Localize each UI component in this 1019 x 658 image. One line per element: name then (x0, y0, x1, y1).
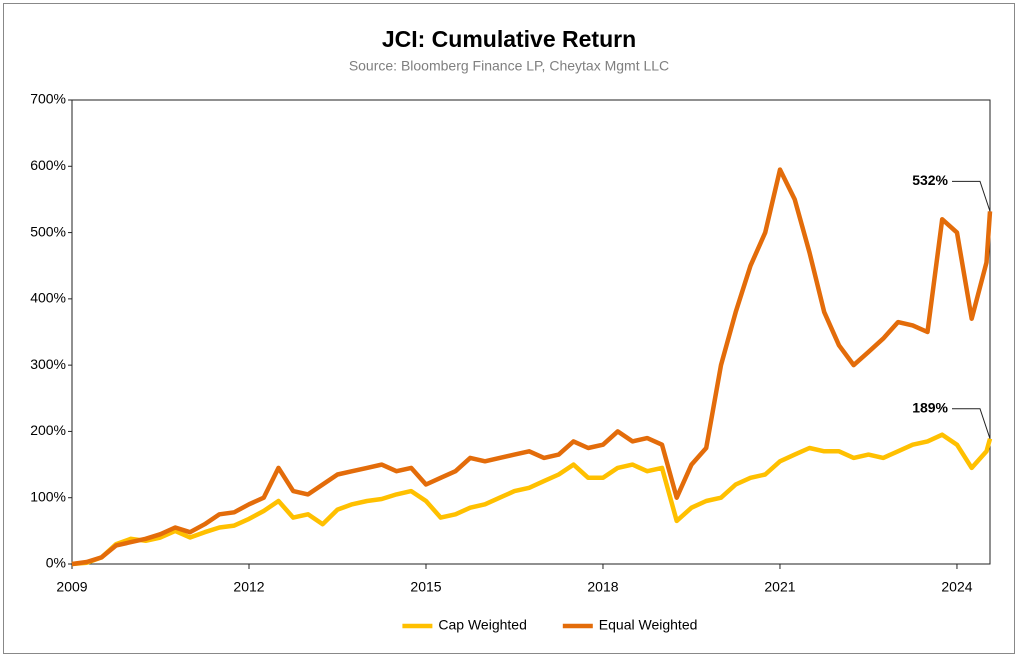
y-tick-label: 0% (46, 555, 66, 571)
label-leader (952, 180, 991, 212)
x-tick-label: 2024 (941, 579, 972, 595)
end-label: 532% (912, 172, 948, 188)
chart-border (3, 3, 1015, 654)
y-tick-label: 100% (30, 488, 66, 504)
chart-subtitle: Source: Bloomberg Finance LP, Cheytax Mg… (349, 58, 669, 74)
x-tick-label: 2009 (56, 579, 87, 595)
y-tick-label: 600% (30, 157, 66, 173)
plot-area (71, 99, 991, 565)
legend-label: Cap Weighted (438, 617, 526, 633)
x-tick-label: 2018 (587, 579, 618, 595)
y-tick-label: 300% (30, 356, 66, 372)
label-leader (952, 408, 991, 439)
chart-title: JCI: Cumulative Return (382, 26, 636, 52)
x-tick-label: 2012 (233, 579, 264, 595)
series-line (71, 167, 993, 567)
y-tick-label: 700% (30, 91, 66, 107)
y-tick-label: 200% (30, 422, 66, 438)
x-tick-label: 2015 (410, 579, 441, 595)
end-label: 189% (912, 399, 948, 415)
y-tick-label: 400% (30, 290, 66, 306)
x-tick-label: 2021 (764, 579, 795, 595)
legend-label: Equal Weighted (599, 617, 698, 633)
series-line (71, 432, 993, 567)
y-tick-label: 500% (30, 223, 66, 239)
